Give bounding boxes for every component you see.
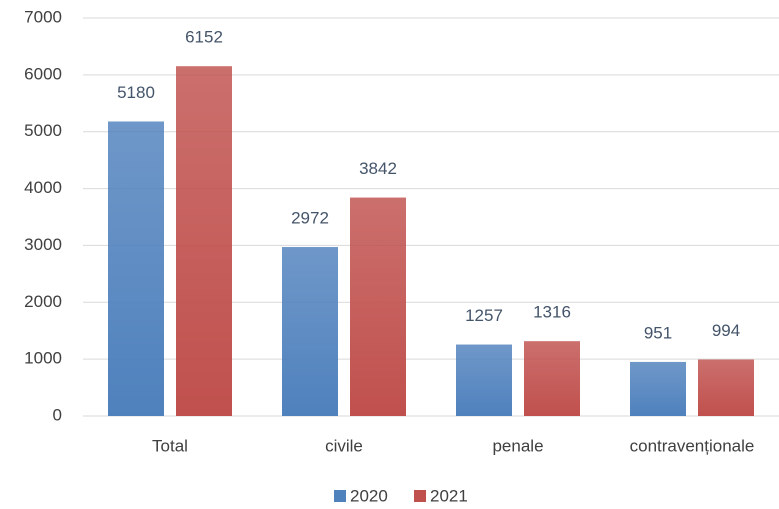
y-tick-label: 5000 bbox=[24, 121, 62, 140]
x-tick-label: contravenționale bbox=[630, 436, 755, 455]
value-label: 5180 bbox=[117, 83, 155, 102]
x-tick-label: civile bbox=[325, 436, 363, 455]
y-tick-label: 1000 bbox=[24, 349, 62, 368]
y-tick-label: 0 bbox=[53, 405, 62, 424]
bar bbox=[698, 359, 754, 416]
value-label: 951 bbox=[644, 323, 672, 342]
bar bbox=[282, 247, 338, 416]
value-label: 6152 bbox=[185, 28, 223, 47]
bar bbox=[176, 66, 232, 417]
bar bbox=[350, 197, 406, 416]
value-label: 994 bbox=[712, 321, 740, 340]
bar bbox=[524, 341, 580, 416]
legend-swatch bbox=[334, 490, 346, 502]
value-label: 3842 bbox=[359, 159, 397, 178]
legend-label: 2021 bbox=[430, 486, 468, 505]
bar bbox=[456, 344, 512, 416]
legend-swatch bbox=[414, 490, 426, 502]
y-tick-label: 4000 bbox=[24, 178, 62, 197]
y-tick-label: 2000 bbox=[24, 292, 62, 311]
legend-label: 2020 bbox=[350, 486, 388, 505]
y-tick-label: 3000 bbox=[24, 235, 62, 254]
x-tick-label: penale bbox=[492, 436, 543, 455]
value-label: 2972 bbox=[291, 209, 329, 228]
bar bbox=[108, 121, 164, 416]
y-tick-label: 7000 bbox=[24, 7, 62, 26]
x-tick-label: Total bbox=[152, 436, 188, 455]
value-label: 1257 bbox=[465, 306, 503, 325]
y-tick-label: 6000 bbox=[24, 64, 62, 83]
value-label: 1316 bbox=[533, 303, 571, 322]
bar bbox=[630, 361, 686, 416]
